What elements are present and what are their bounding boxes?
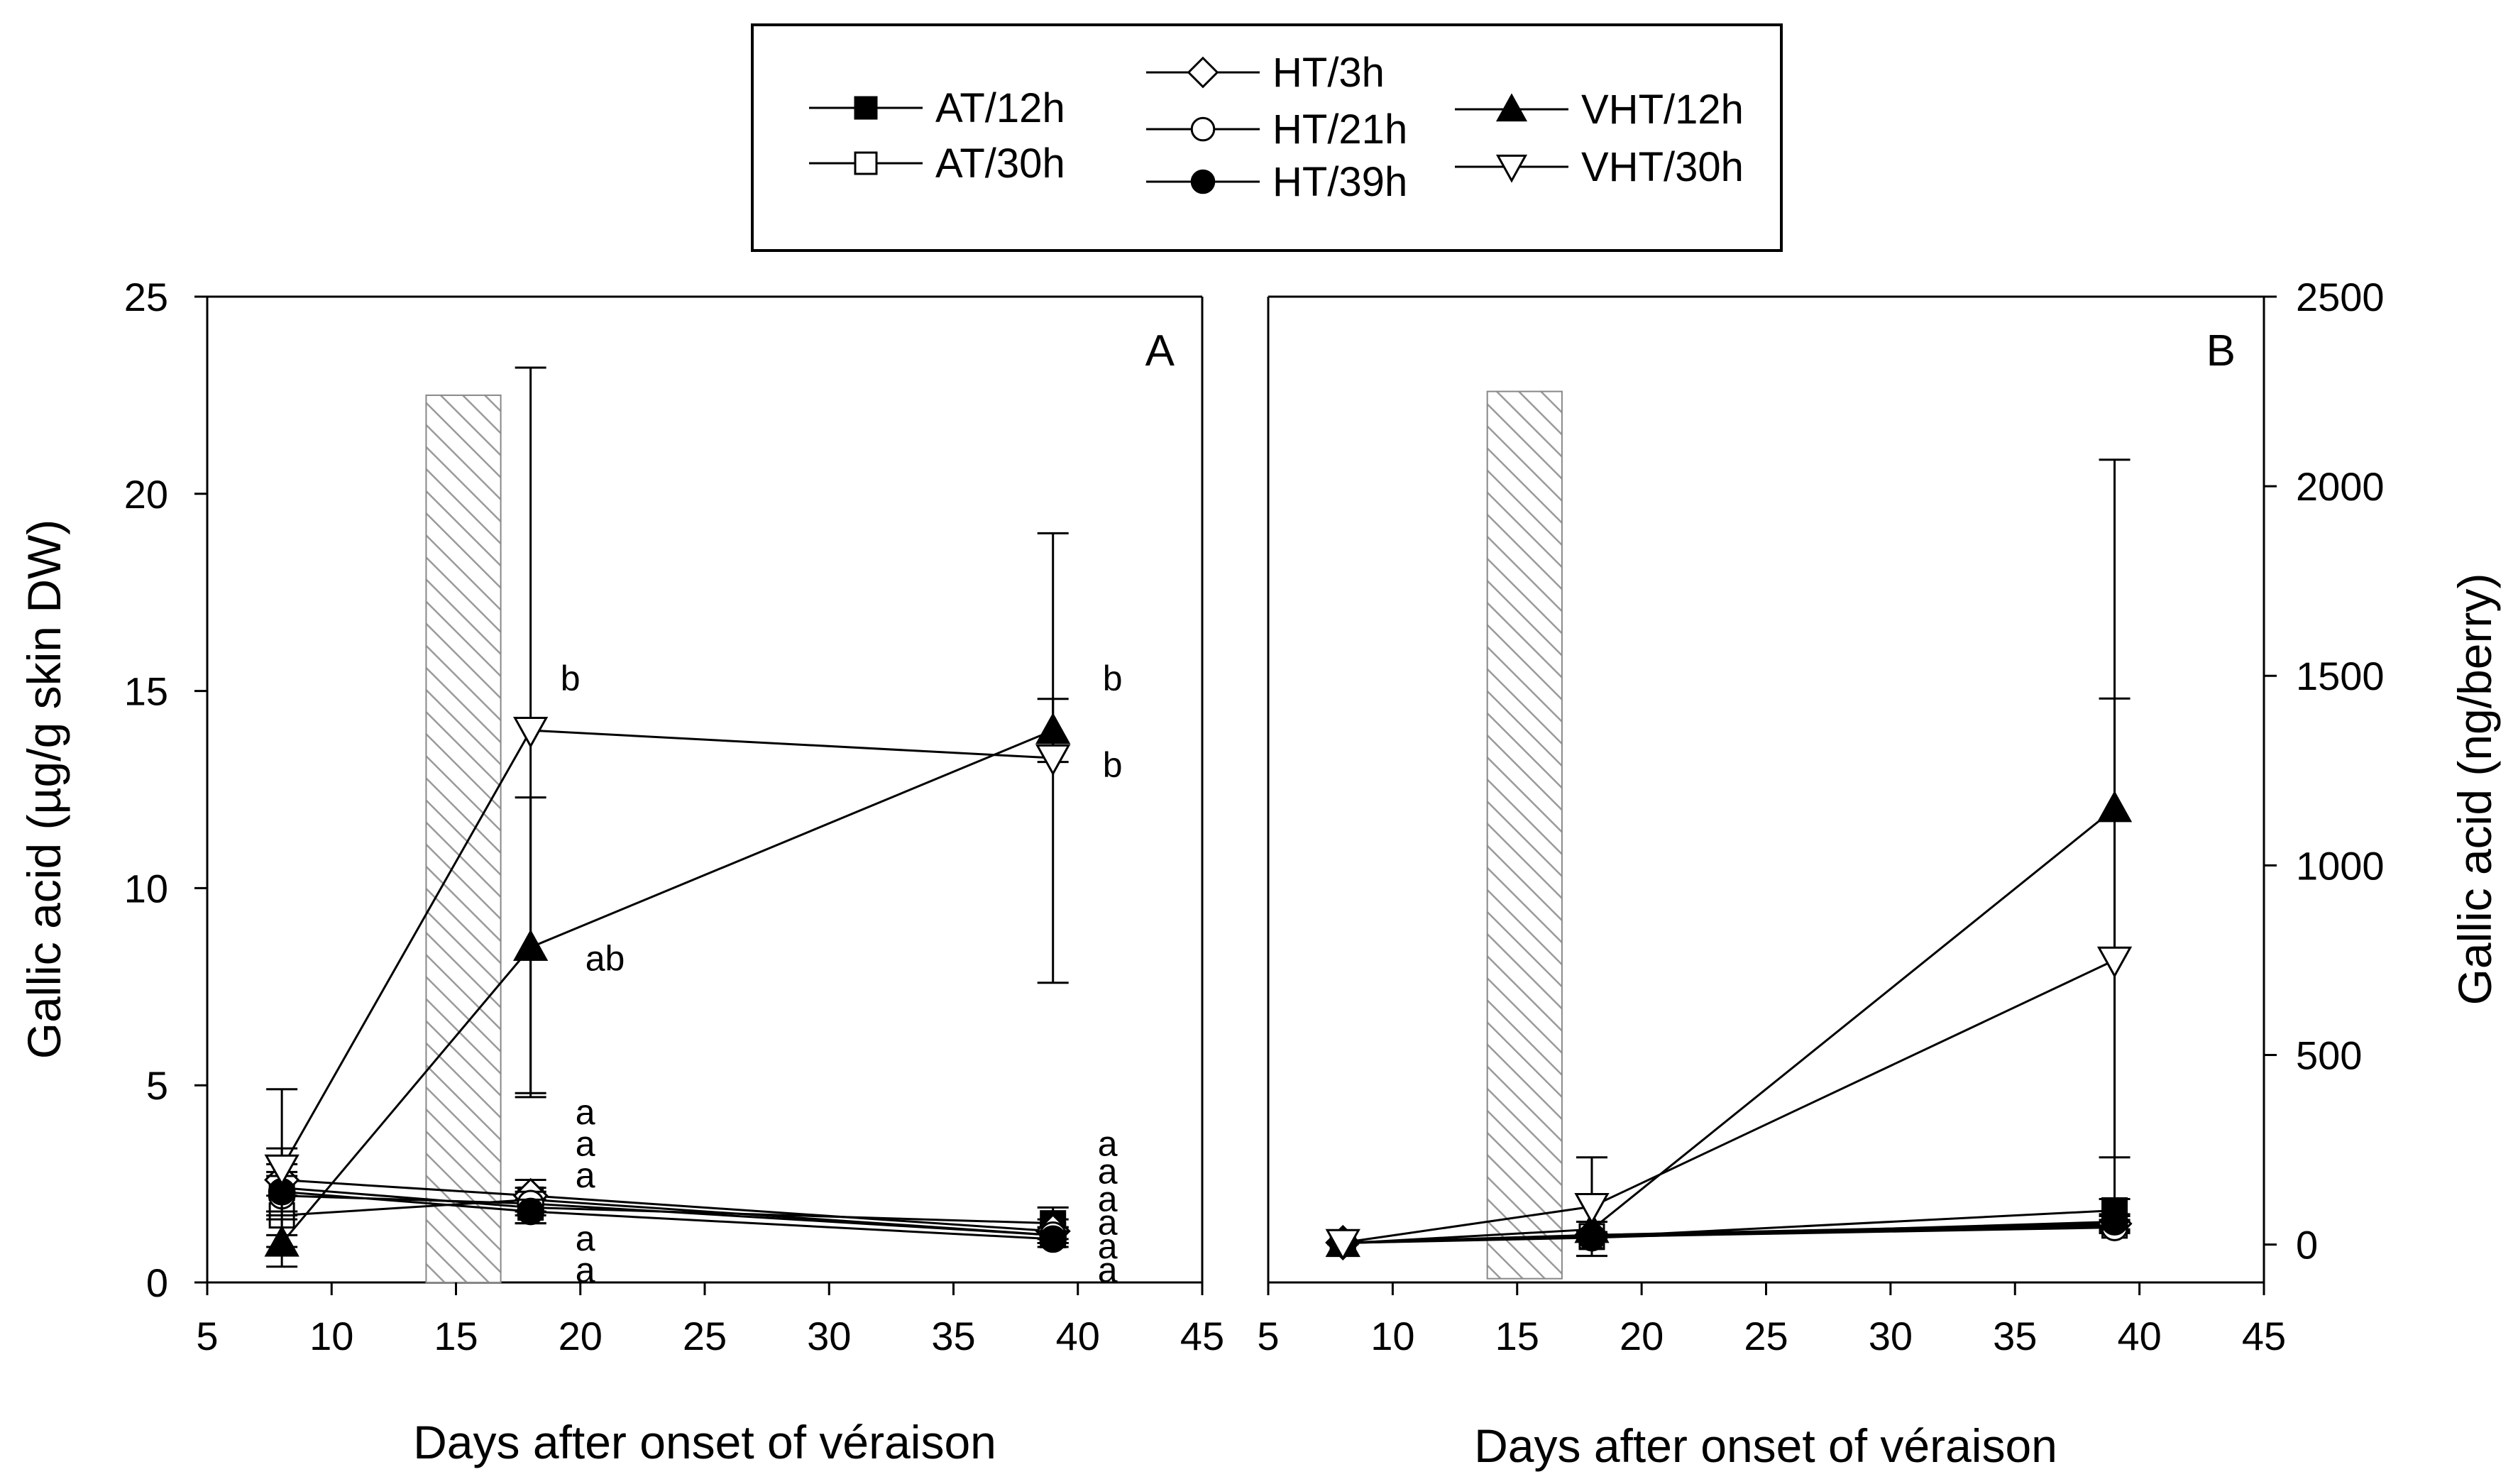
- legend-item-ht-3h: HT/3h: [1146, 50, 1385, 96]
- panel-a-letter: A: [1145, 326, 1175, 375]
- panel-b-xtick-label: 25: [1744, 1314, 1788, 1358]
- panel-b-series-ht-21h: [1327, 1214, 2131, 1257]
- panel-a-xtick-label: 35: [931, 1314, 975, 1358]
- panel-a-ytick-label: 20: [124, 472, 168, 517]
- legend-marker-vht-30h: [1495, 154, 1528, 183]
- legend-label: VHT/30h: [1581, 144, 1744, 190]
- panel-b-ytick-label: 2000: [2296, 464, 2385, 509]
- data-point: [517, 1197, 545, 1226]
- significance-letter: a: [1098, 1179, 1118, 1219]
- panel-a-xtick-label: 5: [196, 1314, 218, 1358]
- panel-b-ytick-label: 2500: [2296, 275, 2385, 319]
- series-line: [1343, 808, 2116, 1245]
- legend-label: HT/3h: [1272, 50, 1385, 96]
- legend-marker-ht-39h: [1190, 169, 1216, 194]
- legend-marker-ht-21h: [1190, 116, 1216, 142]
- panel-a-xtick-label: 40: [1056, 1314, 1100, 1358]
- panel-b-xtick-label: 5: [1257, 1314, 1279, 1358]
- panel-b-letter: B: [2206, 326, 2236, 375]
- panel-a-series-vht-30h: [264, 366, 1071, 1248]
- panel-b-xtick-label: 45: [2242, 1314, 2286, 1358]
- panel-a-xtick-label: 10: [309, 1314, 353, 1358]
- significance-letter: a: [1098, 1124, 1118, 1164]
- panel-a-ylabel: Gallic acid (µg/g skin DW): [18, 520, 70, 1060]
- panel-a-xtick-label: 20: [559, 1314, 603, 1358]
- legend-marker-at-12h: [854, 96, 878, 120]
- legend-label: HT/39h: [1272, 159, 1407, 205]
- data-point: [2096, 946, 2133, 979]
- significance-letter: ab: [585, 938, 625, 978]
- legend-item-vht-30h: VHT/30h: [1455, 144, 1744, 190]
- series-line: [282, 1179, 1053, 1233]
- legend-entries: AT/12h AT/30h HT/3h HT/21h HT/39h VHT/12h VHT/…: [809, 50, 1744, 205]
- data-point: [264, 1154, 299, 1187]
- legend-label: HT/21h: [1272, 106, 1407, 153]
- legend-label: VHT/12h: [1581, 87, 1744, 133]
- legend-item-vht-12h: VHT/12h: [1455, 87, 1744, 133]
- legend-item-at-12h: AT/12h: [809, 85, 1065, 131]
- significance-letter: a: [576, 1092, 595, 1132]
- panel-b-xtick-label: 30: [1869, 1314, 1913, 1358]
- panel-a-xtick-label: 25: [683, 1314, 727, 1358]
- legend-item-ht-39h: HT/39h: [1146, 159, 1407, 205]
- data-point: [1574, 1192, 1610, 1225]
- significance-letter: a: [576, 1155, 595, 1195]
- panel-b-xtick-label: 20: [1620, 1314, 1664, 1358]
- legend-box: [751, 23, 1783, 252]
- panel-a-ytick-label: 25: [124, 275, 168, 319]
- significance-letter: a: [576, 1124, 595, 1164]
- data-point: [513, 716, 549, 749]
- panel-a-xtick-label: 30: [807, 1314, 851, 1358]
- significance-letter: a: [1098, 1203, 1118, 1243]
- panel-b-xtick-label: 40: [2117, 1314, 2161, 1358]
- panel-b-shaded-period: [1486, 390, 1563, 1280]
- legend-item-at-30h: AT/30h: [809, 141, 1065, 187]
- legend-item-ht-21h: HT/21h: [1146, 106, 1407, 153]
- data-point: [1039, 1225, 1067, 1253]
- panel-a-ytick-label: 10: [124, 866, 168, 911]
- panel-b-ytick-label: 500: [2296, 1033, 2362, 1077]
- panel-b-xtick-label: 15: [1495, 1314, 1539, 1358]
- significance-letter: b: [1103, 659, 1123, 698]
- legend-label: AT/12h: [935, 85, 1065, 131]
- panel-b-ylabel: Gallic acid (ng/berry): [2448, 573, 2501, 1006]
- panel-a-shaded-period: [425, 394, 502, 1283]
- data-point: [1035, 744, 1071, 776]
- significance-letter: a: [1098, 1250, 1118, 1290]
- significance-letter: a: [1098, 1151, 1118, 1191]
- panel-b-ytick-label: 1000: [2296, 843, 2385, 888]
- significance-letter: b: [1103, 745, 1123, 785]
- panel-a-ytick-label: 15: [124, 669, 168, 714]
- panel-b-ytick-label: 0: [2296, 1223, 2318, 1268]
- legend-marker-vht-12h: [1495, 93, 1528, 122]
- significance-letter: a: [576, 1250, 595, 1290]
- panel-b-xtick-label: 10: [1370, 1314, 1414, 1358]
- panel-a-ytick-label: 0: [146, 1260, 168, 1305]
- panel-a-ytick-label: 5: [146, 1063, 168, 1108]
- series-line: [1343, 959, 2116, 1244]
- panel-b-xtick-label: 35: [1993, 1314, 2037, 1358]
- panel-b-xlabel: Days after onset of véraison: [1474, 1419, 2057, 1472]
- series-line: [280, 729, 1053, 1169]
- panel-a-xtick-label: 45: [1180, 1314, 1224, 1358]
- legend-marker-ht-3h: [1187, 56, 1219, 89]
- legend: AT/12h AT/30h HT/3h HT/21h HT/39h VHT/12h VHT/…: [751, 23, 1783, 252]
- panel-a-xtick-label: 15: [434, 1314, 478, 1358]
- panel-a-xlabel: Days after onset of véraison: [413, 1416, 996, 1468]
- panel-b-series-vht-30h: [1325, 697, 2133, 1261]
- panel-b-series-vht-12h: [1325, 458, 2133, 1258]
- significance-letter: b: [561, 659, 581, 698]
- significance-letter: a: [1098, 1226, 1118, 1266]
- legend-label: AT/30h: [935, 141, 1065, 187]
- legend-marker-at-30h: [854, 151, 878, 175]
- series-line: [281, 729, 1054, 1244]
- panel-b-ytick-label: 1500: [2296, 654, 2385, 698]
- data-point: [1325, 1229, 1360, 1261]
- significance-letter: a: [576, 1219, 595, 1258]
